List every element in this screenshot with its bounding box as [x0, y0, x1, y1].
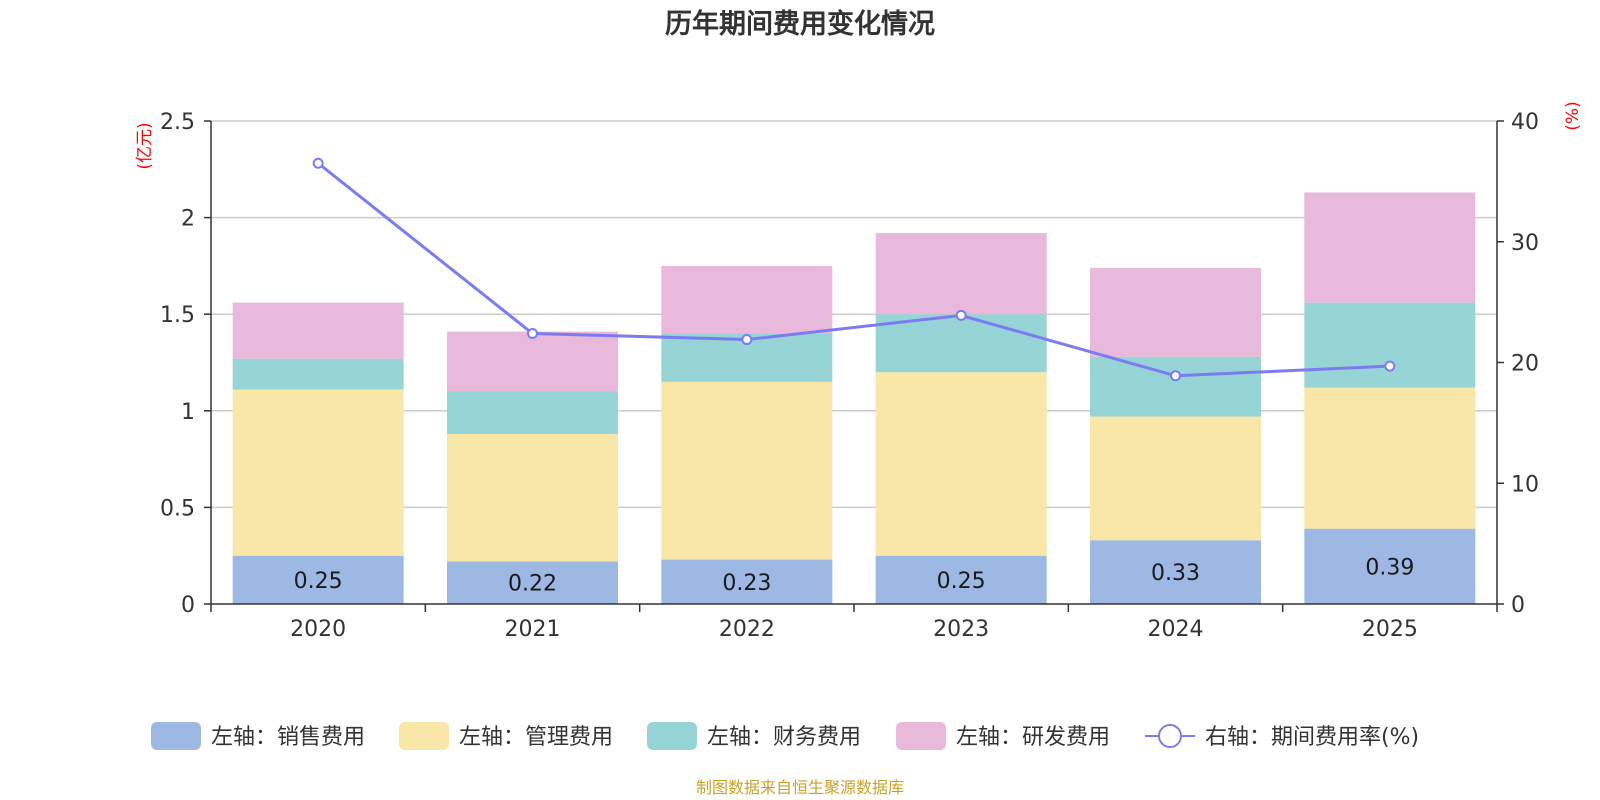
left-axis-tick-label: 1	[181, 400, 195, 425]
left-axis-unit: (亿元)	[135, 122, 155, 169]
x-axis-tick-label: 2022	[719, 617, 775, 642]
rate-line-series	[312, 157, 1396, 382]
legend-label: 左轴：销售费用	[211, 725, 365, 750]
bar-segment	[875, 372, 1047, 556]
x-axis-tick-label: 2023	[933, 617, 989, 642]
right-axis-tick-label: 0	[1511, 593, 1525, 618]
bar-segment	[1304, 302, 1476, 388]
legend-swatch	[151, 722, 201, 750]
x-axis-tick-label: 2020	[290, 617, 346, 642]
legend: 左轴：销售费用 左轴：管理费用 左轴：财务费用 左轴：研发费用 右轴：期间费用率(%)	[151, 722, 1419, 750]
left-axis-tick-label: 0.5	[160, 496, 195, 521]
bar-segment	[232, 555, 404, 604]
right-axis-tick-label: 20	[1511, 352, 1539, 377]
rate-point	[741, 334, 753, 346]
rate-line	[317, 162, 1390, 378]
bar-segment	[232, 389, 404, 556]
bar-segment	[661, 381, 833, 560]
bar-segment	[661, 265, 833, 334]
x-axis-tick-label: 2025	[1362, 617, 1418, 642]
left-axis-tick-label: 2	[181, 207, 195, 232]
bar-segment	[232, 358, 404, 390]
bar-segment	[875, 555, 1047, 604]
bar-segment	[661, 559, 833, 604]
bar-segment	[447, 561, 618, 604]
left-axis-tick-label: 1.5	[160, 303, 195, 328]
bar-segment	[1090, 356, 1261, 417]
rate-point	[1384, 360, 1396, 372]
bar-segment	[1090, 540, 1261, 604]
legend-label: 左轴：财务费用	[707, 725, 861, 750]
bar-segment	[1090, 416, 1261, 541]
grid-lines	[211, 120, 1497, 509]
source-note: 制图数据来自恒生聚源数据库	[696, 778, 904, 797]
right-axis-tick-label: 10	[1511, 472, 1539, 497]
bar-segment	[1304, 528, 1476, 604]
rate-point	[312, 157, 324, 169]
bar-segment	[1304, 387, 1476, 529]
chart-title: 历年期间费用变化情况	[665, 8, 935, 40]
rate-point	[527, 328, 538, 340]
bar-series	[232, 192, 1476, 604]
rate-point	[955, 309, 967, 321]
bar-segment	[1090, 267, 1261, 357]
bar-segment	[875, 233, 1047, 315]
bar-segment	[1304, 192, 1476, 303]
bar-data-label: 0.25	[294, 569, 343, 594]
right-axis-unit: (%)	[1563, 101, 1583, 130]
bar-segment	[447, 391, 618, 434]
legend-label: 左轴：管理费用	[459, 725, 613, 750]
left-axis-tick-label: 0	[181, 593, 195, 618]
right-axis-tick-label: 30	[1511, 231, 1539, 256]
bar-data-label: 0.25	[937, 569, 986, 594]
legend-swatch	[647, 722, 697, 750]
axes: 0 0.5 1 1.5 2 2.5 0 10 20 30 40 2020 2021 2022 2023 202…	[160, 110, 1539, 642]
x-axis-tick-label: 2021	[505, 617, 561, 642]
bar-segment	[447, 331, 618, 392]
bar-segment	[447, 433, 618, 562]
legend-marker	[1158, 724, 1182, 748]
bar-data-label: 0.39	[1365, 555, 1414, 580]
legend-label: 左轴：研发费用	[956, 725, 1110, 750]
left-axis-tick-label: 2.5	[160, 110, 195, 135]
bar-segment	[232, 302, 404, 359]
legend-swatch	[896, 722, 946, 750]
x-axis-tick-label: 2024	[1148, 617, 1204, 642]
data-labels: 0.25 0.22 0.23 0.25 0.33 0.39	[294, 555, 1415, 596]
bar-data-label: 0.33	[1151, 561, 1200, 586]
rate-point	[1170, 370, 1181, 382]
legend-swatch	[399, 722, 449, 750]
bar-data-label: 0.23	[722, 571, 771, 596]
right-axis-tick-label: 40	[1511, 110, 1539, 135]
bar-segment	[875, 314, 1047, 373]
bar-data-label: 0.22	[508, 572, 557, 597]
legend-label: 右轴：期间费用率(%)	[1205, 725, 1419, 750]
